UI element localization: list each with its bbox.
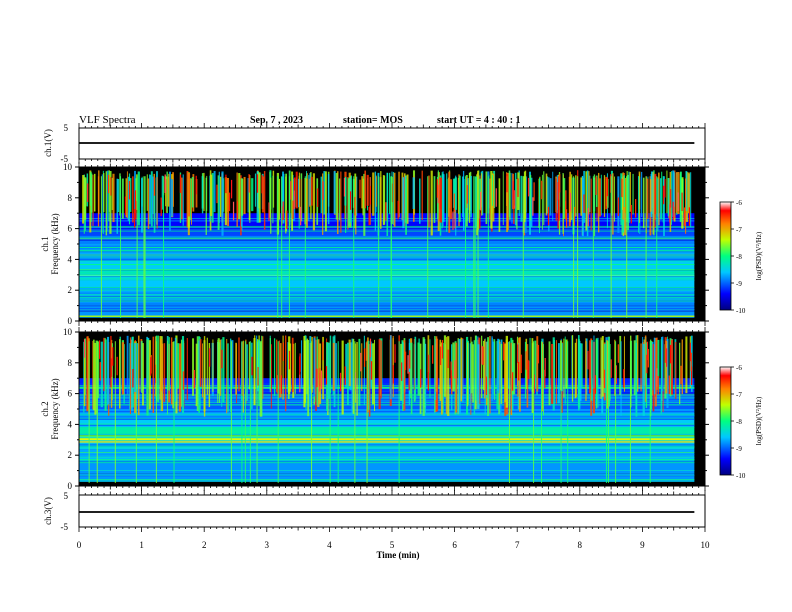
ch1-colorbar: -6 -7 -8 -9 -10 log(PSD)(V²/Hz) — [719, 199, 763, 315]
time-tick-label: 3 — [265, 540, 270, 550]
ch3-ytick-min: -5 — [61, 522, 69, 532]
station-label: station= MOS — [343, 115, 403, 126]
time-tick-label: 2 — [202, 540, 207, 550]
time-tick-label: 0 — [77, 540, 82, 550]
frequency-tick-label: 10 — [63, 162, 73, 172]
time-axis-title: Time (min) — [376, 550, 419, 560]
ch2-colorbar: -6 -7 -8 -9 -10 log(PSD)(V²/Hz) — [719, 364, 763, 480]
colorbar-tick-label: -8 — [736, 253, 742, 261]
frequency-tick-label: 8 — [68, 193, 73, 203]
colorbar-tick-label: -9 — [736, 280, 742, 288]
ch1-frequency-ylabel: Frequency (kHz) — [50, 213, 60, 274]
ch1-ytick-min: -5 — [61, 154, 69, 164]
time-tick-label: 10 — [701, 540, 711, 550]
time-tick-label: 8 — [578, 540, 583, 550]
frequency-tick-label: 0 — [68, 316, 73, 326]
colorbar-gradient — [719, 201, 732, 311]
colorbar-label: log(PSD)(V²/Hz) — [755, 396, 763, 445]
frequency-tick-label: 4 — [68, 419, 73, 429]
start-time-label: start UT = 4 : 40 : 1 — [437, 115, 521, 126]
frequency-tick-label: 4 — [68, 254, 73, 264]
ch3-ytick-max: 5 — [64, 491, 69, 501]
time-tick-label: 4 — [327, 540, 332, 550]
colorbar-gradient — [719, 366, 732, 476]
ch2-channel-label: ch.2 — [40, 401, 50, 416]
time-tick-label: 5 — [390, 540, 395, 550]
ch1-frequency-ticks: 0 2 4 6 8 10 — [63, 162, 709, 326]
date-label: Sep. 7 , 2023 — [250, 115, 303, 126]
colorbar-tick-label: -10 — [736, 472, 746, 480]
ch2-frequency-ticks: 0 2 4 6 8 10 — [63, 327, 709, 491]
ch1-spectrogram-image — [79, 170, 695, 318]
ch2-spectrogram-image — [79, 335, 695, 483]
colorbar-tick-label: -8 — [736, 418, 742, 426]
colorbar-tick-label: -6 — [736, 364, 742, 372]
frequency-tick-label: 2 — [68, 450, 73, 460]
colorbar-label: log(PSD)(V²/Hz) — [755, 231, 763, 280]
frequency-tick-label: 6 — [68, 389, 73, 399]
ch1-ytick-max: 5 — [64, 123, 69, 133]
frequency-tick-label: 8 — [68, 358, 73, 368]
frequency-tick-label: 0 — [68, 481, 73, 491]
colorbar-tick-label: -7 — [736, 391, 742, 399]
figure-title: VLF Spectra — [79, 114, 136, 126]
time-tick-label: 6 — [452, 540, 457, 550]
time-axis-ticks — [78, 123, 706, 532]
frequency-tick-label: 2 — [68, 285, 73, 295]
ch1-waveform-ylabel: ch.1(V) — [43, 129, 53, 157]
frequency-tick-label: 6 — [68, 224, 73, 234]
frequency-tick-label: 10 — [63, 327, 73, 337]
colorbar-tick-label: -6 — [736, 199, 742, 207]
colorbar-tick-label: -9 — [736, 445, 742, 453]
ch1-spectrogram-panel: 0 2 4 6 8 10 ch.1 Frequency (kHz) — [40, 162, 709, 326]
ch1-waveform-panel: 5 -5 ch.1(V) — [43, 123, 706, 164]
ch3-waveform-panel: 5 -5 ch.3(V) — [43, 491, 706, 532]
ch3-waveform-ylabel: ch.3(V) — [43, 497, 53, 525]
ch1-channel-label: ch.1 — [40, 236, 50, 251]
time-tick-label: 7 — [515, 540, 520, 550]
colorbar-tick-label: -10 — [736, 307, 746, 315]
ch2-frequency-ylabel: Frequency (kHz) — [50, 378, 60, 439]
ch3-waveform-frame — [78, 494, 706, 528]
colorbar-tick-label: -7 — [736, 226, 742, 234]
time-tick-label: 1 — [139, 540, 144, 550]
time-axis-labels: 0 1 2 3 4 5 6 7 8 9 10 — [77, 540, 710, 550]
ch2-spectrogram-panel: 0 2 4 6 8 10 ch.2 Frequency (kHz) — [40, 327, 709, 491]
time-tick-label: 9 — [640, 540, 645, 550]
